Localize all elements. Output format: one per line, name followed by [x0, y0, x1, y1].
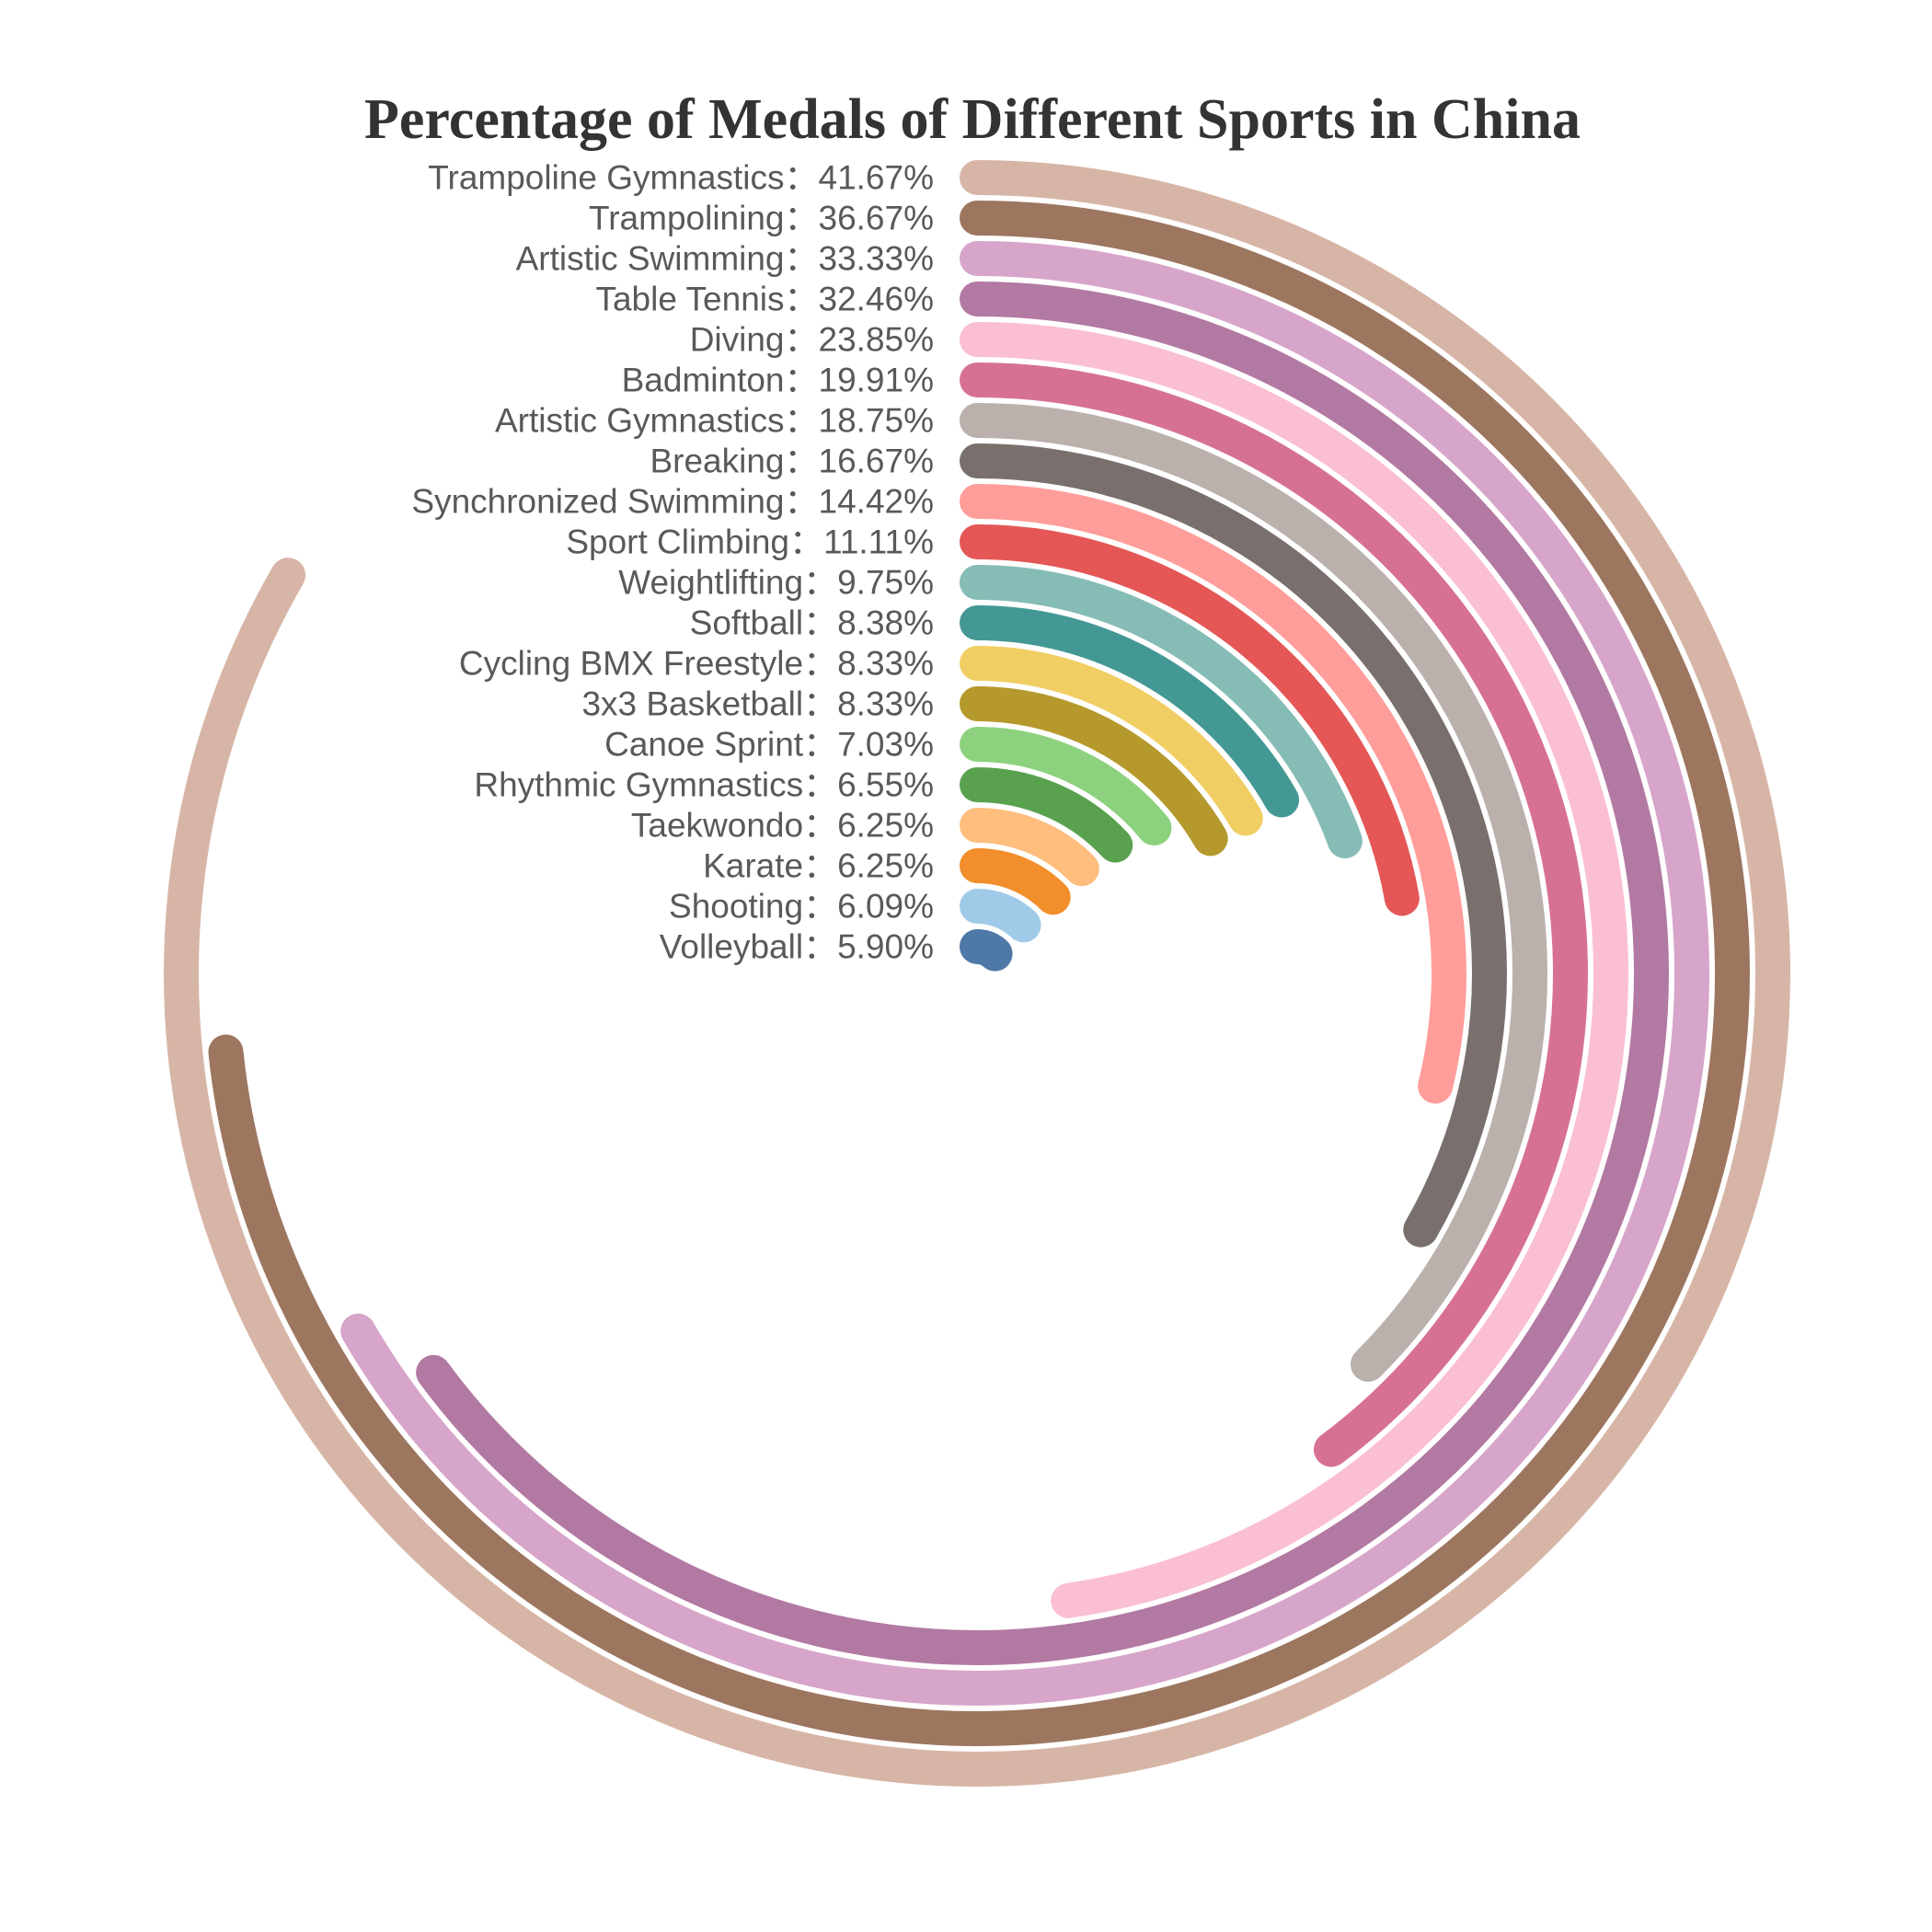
series-label-table-tennis: Table Tennis：32.46% [595, 281, 934, 318]
series-label-diving: Diving：23.85% [690, 321, 934, 359]
series-label-sport-climbing: Sport Climbing：11.11% [566, 523, 934, 561]
arc-bar-breaking [960, 443, 1507, 1248]
arc-bar-softball [960, 605, 1300, 818]
arc-bar-diving [960, 322, 1628, 1618]
series-label-artistic-swimming: Artistic Swimming：33.33% [516, 240, 934, 278]
arc-bar-sport-climbing [960, 524, 1420, 916]
arc-bar-synchronized-swimming [960, 484, 1466, 1104]
series-label-trampoline-gymnastics: Trampoline Gymnastics：41.67% [428, 159, 934, 197]
series-label-canoe-sprint: Canoe Sprint：7.03% [604, 726, 934, 764]
arc-bar-trampoline-gymnastics [164, 160, 1790, 1787]
arc-bar-shooting [960, 889, 1041, 943]
arc-bar-trampolining [208, 201, 1750, 1746]
arc-bar-artistic-gymnastics [960, 403, 1547, 1382]
series-label-rhythmic-gymnastics: Rhythmic Gymnastics：6.55% [474, 766, 934, 804]
arc-bar-karate [960, 848, 1071, 915]
arc-bar-badminton [960, 362, 1588, 1467]
arc-bar-3x3-basketball [960, 686, 1228, 857]
arc-bar-weightlifting [960, 565, 1363, 859]
series-label-3x3-basketball: 3x3 Basketball：8.33% [581, 685, 934, 723]
series-label-artistic-gymnastics: Artistic Gymnastics：18.75% [495, 402, 934, 440]
arc-bar-table-tennis [416, 282, 1669, 1665]
series-label-breaking: Breaking：16.67% [650, 443, 934, 480]
arc-bar-volleyball [960, 929, 1013, 972]
label-layer: Trampoline Gymnastics：41.67%Trampolining… [411, 159, 934, 966]
chart-title: Percentage of Medals of Different Sports… [364, 88, 1581, 151]
series-label-softball: Softball：8.38% [690, 604, 934, 642]
series-label-trampolining: Trampolining：36.67% [589, 200, 934, 237]
series-label-weightlifting: Weightlifting：9.75% [618, 564, 934, 602]
series-label-taekwondo: Taekwondo：6.25% [631, 807, 934, 845]
series-label-cycling-bmx-freestyle: Cycling BMX Freestyle：8.33% [459, 645, 934, 683]
arc-series-layer [161, 157, 1793, 1789]
arc-bar-canoe-sprint [960, 727, 1172, 846]
series-label-synchronized-swimming: Synchronized Swimming：14.42% [411, 483, 934, 521]
arc-bar-rhythmic-gymnastics [960, 767, 1133, 863]
series-label-shooting: Shooting：6.09% [669, 888, 934, 926]
arc-bar-artistic-swimming [340, 241, 1709, 1706]
arc-bar-taekwondo [960, 808, 1099, 887]
series-label-badminton: Badminton：19.91% [622, 362, 934, 399]
series-label-karate: Karate：6.25% [703, 847, 934, 885]
series-label-volleyball: Volleyball：5.90% [660, 928, 934, 966]
arc-bar-cycling-bmx-freestyle [960, 646, 1263, 836]
